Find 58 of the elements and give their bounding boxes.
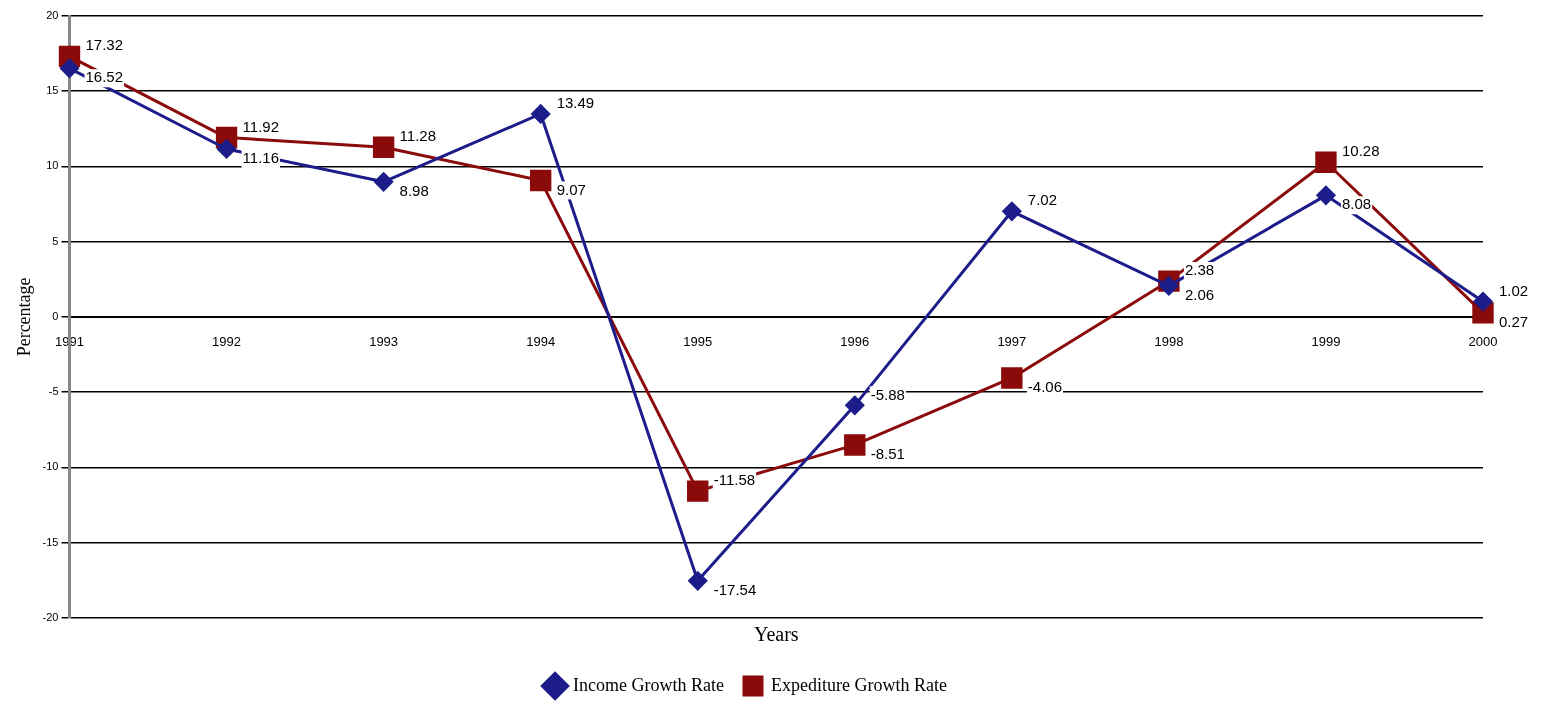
x-tick-label: 1995 bbox=[683, 334, 713, 350]
point bbox=[531, 104, 551, 124]
data-label: 11.92 bbox=[242, 117, 279, 135]
data-label: 16.52 bbox=[85, 68, 124, 86]
data-label: 7.02 bbox=[1027, 191, 1058, 209]
x-tick-label: 1994 bbox=[526, 334, 556, 350]
point bbox=[1315, 151, 1337, 173]
data-label: 8.98 bbox=[399, 181, 429, 199]
y-tick-label: 20 bbox=[46, 9, 59, 22]
data-label: 13.49 bbox=[556, 94, 595, 112]
data-label: 2.38 bbox=[1184, 261, 1215, 279]
y-tick-label: -15 bbox=[42, 535, 59, 548]
data-label: -11.58 bbox=[713, 471, 756, 489]
x-tick-label: 1999 bbox=[1311, 334, 1341, 350]
data-label: -5.88 bbox=[870, 385, 905, 403]
x-tick-label: 1992 bbox=[212, 334, 242, 350]
data-label: -8.51 bbox=[870, 445, 905, 463]
x-tick-label: 2000 bbox=[1468, 334, 1498, 350]
point bbox=[1159, 276, 1179, 296]
data-label: 9.07 bbox=[556, 180, 586, 198]
x-tick-label: 1993 bbox=[369, 334, 399, 350]
x-tick-label: 1998 bbox=[1154, 334, 1184, 350]
legend-label: Income Growth Rate bbox=[573, 674, 725, 695]
point bbox=[688, 571, 708, 591]
y-tick-label: -5 bbox=[48, 385, 59, 398]
y-tick-label: -20 bbox=[42, 610, 59, 623]
x-tick-label: 1997 bbox=[997, 334, 1027, 350]
data-label: 11.16 bbox=[242, 149, 279, 167]
data-label: 1.02 bbox=[1499, 281, 1529, 299]
point bbox=[687, 480, 709, 502]
data-label: 2.06 bbox=[1184, 286, 1215, 304]
point bbox=[844, 434, 866, 456]
point bbox=[845, 395, 865, 415]
data-label: 8.08 bbox=[1341, 195, 1372, 213]
point bbox=[217, 139, 237, 159]
y-tick-label: 10 bbox=[46, 159, 59, 172]
y-tick-label: 5 bbox=[52, 234, 59, 247]
point bbox=[1002, 201, 1022, 221]
point bbox=[372, 136, 395, 158]
point bbox=[1001, 367, 1023, 389]
data-label: 10.28 bbox=[1341, 142, 1380, 160]
y-tick-label: -10 bbox=[42, 460, 59, 473]
x-tick-label: 1996 bbox=[840, 334, 870, 350]
data-label: 17.32 bbox=[85, 36, 124, 54]
point bbox=[1316, 185, 1336, 205]
point bbox=[374, 172, 394, 192]
point bbox=[1473, 292, 1493, 312]
data-label: -17.54 bbox=[713, 580, 757, 598]
data-label: -4.06 bbox=[1027, 378, 1063, 396]
y-axis-title: Percentage bbox=[13, 277, 34, 357]
x-axis-title: Years bbox=[753, 623, 799, 646]
legend-label: Expediture Growth Rate bbox=[771, 674, 947, 695]
y-tick-label: 0 bbox=[52, 309, 59, 322]
point bbox=[60, 58, 79, 78]
point bbox=[529, 169, 552, 192]
data-label: 11.28 bbox=[399, 127, 437, 145]
y-tick-label: 15 bbox=[46, 84, 59, 97]
data-label: 0.27 bbox=[1499, 312, 1529, 330]
